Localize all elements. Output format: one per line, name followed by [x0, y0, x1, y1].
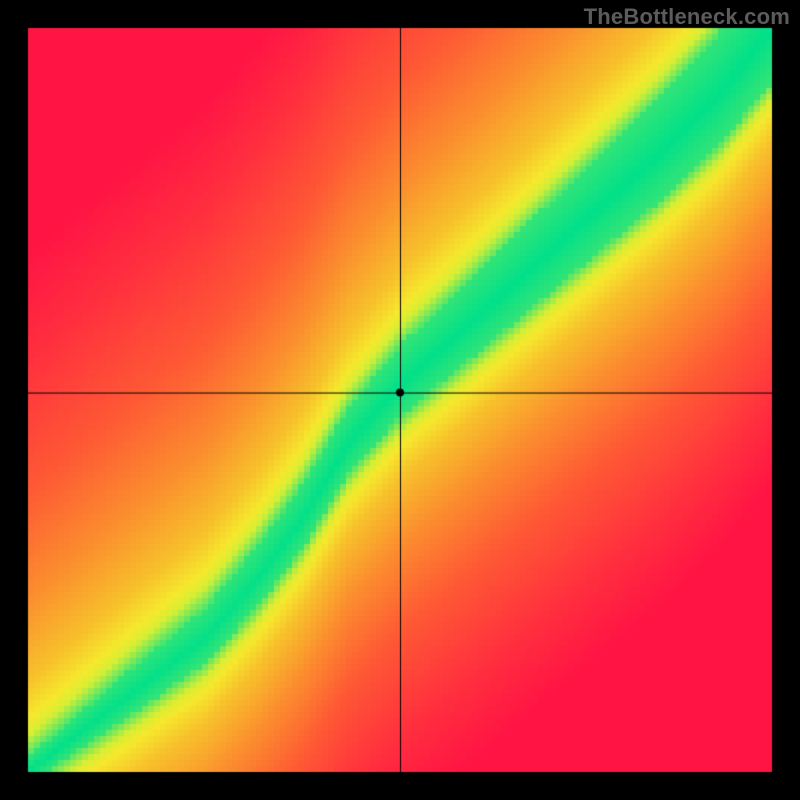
watermark-text: TheBottleneck.com — [584, 4, 790, 30]
chart-container: TheBottleneck.com — [0, 0, 800, 800]
heatmap-canvas — [0, 0, 800, 800]
